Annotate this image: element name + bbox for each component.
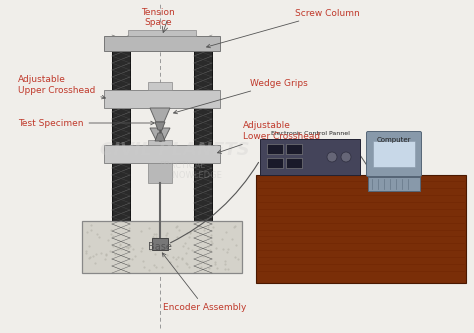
Text: Adjustable
Lower Crosshead: Adjustable Lower Crosshead — [218, 121, 320, 154]
Bar — [267, 158, 283, 168]
Bar — [260, 139, 360, 175]
Bar — [286, 144, 302, 154]
Circle shape — [341, 152, 351, 162]
Bar — [128, 30, 196, 36]
Polygon shape — [150, 108, 170, 122]
Polygon shape — [155, 133, 165, 141]
Text: Tension
Space: Tension Space — [141, 8, 175, 27]
Text: Screw Column: Screw Column — [207, 9, 360, 48]
Bar — [148, 163, 172, 183]
Bar — [148, 140, 172, 145]
Bar — [82, 221, 242, 273]
Bar — [112, 38, 130, 273]
Text: Base: Base — [148, 242, 172, 252]
Polygon shape — [150, 128, 170, 140]
Text: KNOWLEDGE: KNOWLEDGE — [168, 170, 222, 179]
Bar — [256, 175, 466, 283]
Bar — [286, 158, 302, 168]
Text: Encoder Assembly: Encoder Assembly — [162, 253, 246, 312]
Text: Computer: Computer — [377, 137, 411, 143]
Bar — [104, 90, 220, 108]
Text: CIVIL PLANETS: CIVIL PLANETS — [100, 141, 250, 159]
Bar — [104, 36, 220, 51]
Text: Wedge Grips: Wedge Grips — [173, 79, 308, 114]
Polygon shape — [155, 122, 165, 130]
Bar — [194, 38, 212, 273]
Text: Adjustable
Upper Crosshead: Adjustable Upper Crosshead — [18, 75, 105, 99]
Text: Test Specimen: Test Specimen — [18, 119, 154, 128]
Bar — [148, 82, 172, 90]
Text: PRACTICAL: PRACTICAL — [159, 161, 205, 169]
Bar — [267, 144, 283, 154]
Text: Electronic Control Pannel: Electronic Control Pannel — [271, 131, 349, 136]
Bar — [104, 145, 220, 163]
Circle shape — [327, 152, 337, 162]
FancyBboxPatch shape — [366, 132, 421, 176]
Bar — [373, 141, 415, 167]
Bar — [368, 177, 420, 191]
Bar — [152, 238, 168, 250]
